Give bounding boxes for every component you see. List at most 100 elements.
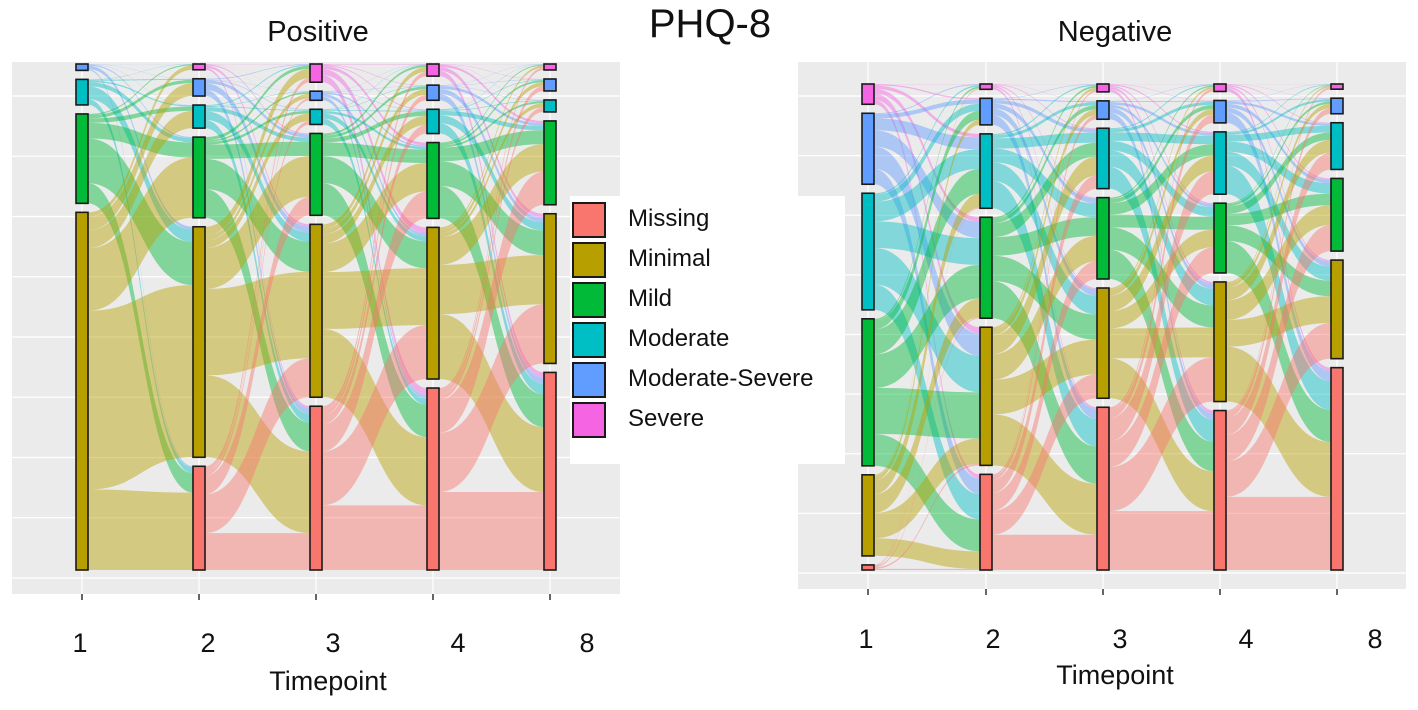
- legend-label: Missing: [628, 205, 710, 232]
- alluvial-flow: [1226, 86, 1331, 262]
- stratum-minimal: [861, 474, 875, 557]
- alluvial-flow: [1226, 99, 1331, 135]
- legend-swatch-minimal: [572, 242, 606, 278]
- stratum-missing: [979, 473, 993, 571]
- stratum-minimal: [75, 211, 89, 571]
- stratum-mild: [1096, 196, 1110, 280]
- alluvial-flow: [1109, 357, 1214, 512]
- alluvial-flow: [439, 130, 544, 162]
- alluvial-flow: [439, 93, 544, 385]
- alluvial-flow: [205, 64, 310, 80]
- alluvial-flow: [439, 64, 544, 110]
- alluvial-flow: [439, 82, 544, 234]
- alluvial-flow: [992, 175, 1097, 494]
- alluvial-flow: [322, 92, 427, 148]
- figure-title: PHQ-8: [648, 2, 772, 46]
- alluvial-flow: [874, 193, 980, 495]
- alluvial-flow: [322, 91, 427, 111]
- alluvial-flow: [874, 99, 980, 479]
- stratum-moderate: [75, 78, 89, 106]
- stratum-severe: [1330, 83, 1344, 90]
- alluvial-flow: [439, 255, 544, 315]
- alluvial-flow: [439, 70, 544, 378]
- stratum-moderate-severe: [979, 97, 993, 126]
- stratum-severe: [192, 63, 206, 71]
- alluvial-flow: [874, 221, 980, 265]
- alluvial-flow: [1226, 103, 1331, 288]
- alluvial-flow: [322, 75, 427, 396]
- alluvial-flow: [322, 156, 427, 269]
- legend-item-missing: Missing: [570, 202, 845, 240]
- alluvial-flow: [1226, 193, 1331, 226]
- alluvial-flow: [88, 64, 193, 116]
- alluvial-flow: [1226, 112, 1331, 382]
- x-tick-label: 4: [1238, 624, 1254, 654]
- stratum-mild: [543, 120, 557, 206]
- alluvial-flow: [88, 78, 193, 81]
- alluvial-flow: [205, 67, 310, 409]
- stratum-minimal: [192, 225, 206, 459]
- stratum-missing: [426, 387, 440, 571]
- legend-label: Moderate: [628, 325, 730, 352]
- alluvial-flow: [439, 185, 544, 428]
- alluvial-flow: [322, 191, 427, 452]
- alluvial-flow: [992, 98, 1097, 103]
- alluvial-flow: [322, 65, 427, 111]
- alluvial-flow: [322, 124, 427, 425]
- alluvial-flow: [1226, 108, 1331, 419]
- stratum-mild: [1213, 202, 1227, 274]
- stratum-minimal: [309, 223, 323, 399]
- alluvial-flow: [992, 84, 1097, 99]
- flow-layer: [88, 64, 544, 570]
- alluvial-flow: [1226, 84, 1331, 99]
- alluvial-flow: [992, 115, 1097, 481]
- alluvial-flow: [322, 505, 427, 570]
- alluvial-flow: [874, 89, 980, 565]
- alluvial-flow: [439, 79, 544, 86]
- alluvial-flow: [1226, 496, 1331, 570]
- alluvial-flow: [992, 86, 1097, 290]
- alluvial-flow: [1109, 327, 1214, 359]
- alluvial-flow: [1109, 107, 1214, 290]
- alluvial-flow: [322, 118, 427, 405]
- alluvial-flow: [322, 94, 427, 416]
- alluvial-flow: [1109, 84, 1214, 130]
- alluvial-flow: [88, 285, 193, 490]
- alluvial-flow: [439, 85, 544, 101]
- alluvial-flow: [1226, 101, 1331, 126]
- alluvial-flow: [322, 110, 427, 112]
- alluvial-flow: [1109, 85, 1214, 205]
- alluvial-flow: [992, 105, 1097, 224]
- alluvial-flow: [205, 113, 310, 249]
- alluvial-flow: [874, 86, 980, 321]
- alluvial-flow: [88, 183, 193, 493]
- alluvial-flow: [1109, 84, 1214, 102]
- stratum-moderate-severe: [75, 63, 89, 72]
- alluvial-flow: [874, 119, 980, 481]
- x-tick-label: 1: [72, 628, 88, 658]
- alluvial-flow: [439, 115, 544, 231]
- alluvial-flow: [1109, 227, 1214, 328]
- stratum-moderate: [426, 108, 440, 135]
- alluvial-flow: [88, 65, 193, 217]
- alluvial-flow: [322, 64, 427, 92]
- alluvial-flow: [205, 83, 310, 233]
- x-tick-label: 2: [200, 628, 216, 658]
- alluvial-flow: [992, 84, 1097, 136]
- alluvial-flow: [874, 568, 980, 570]
- alluvial-flow: [1226, 240, 1331, 442]
- alluvial-flow: [992, 84, 1097, 129]
- legend-swatch-severe: [572, 402, 606, 438]
- alluvial-flow: [205, 64, 310, 92]
- flow-layer: [874, 84, 1331, 570]
- alluvial-flow: [322, 66, 427, 146]
- alluvial-flow: [874, 207, 980, 567]
- alluvial-flow: [1109, 104, 1214, 208]
- alluvial-flow: [1226, 224, 1331, 462]
- alluvial-flow: [88, 80, 193, 107]
- alluvial-flow: [205, 107, 310, 142]
- stratum-moderate: [309, 108, 323, 126]
- alluvial-flow: [439, 492, 544, 570]
- alluvial-flow: [322, 71, 427, 411]
- alluvial-flow: [1109, 166, 1214, 442]
